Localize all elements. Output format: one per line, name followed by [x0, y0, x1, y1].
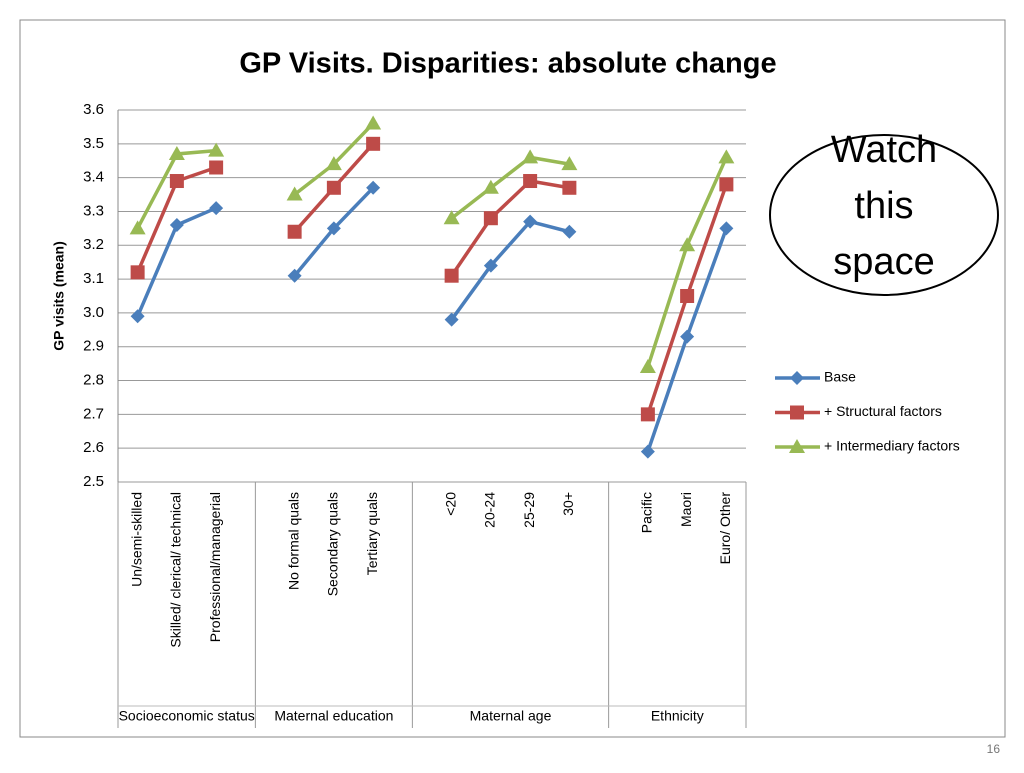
x-tick-label: <20	[442, 492, 458, 516]
marker	[366, 180, 381, 195]
y-tick-label: 3.4	[83, 169, 104, 186]
marker	[718, 149, 735, 164]
marker	[640, 444, 655, 459]
x-tick-label: 20-24	[482, 492, 498, 528]
group-label: Ethnicity	[651, 708, 704, 724]
marker	[680, 289, 695, 303]
marker	[639, 359, 656, 374]
x-tick-label: Pacific	[639, 492, 655, 533]
marker	[522, 149, 539, 164]
marker	[444, 312, 459, 327]
chart-title: GP Visits. Disparities: absolute change	[239, 48, 776, 80]
marker	[286, 186, 303, 201]
marker	[168, 145, 185, 160]
marker	[679, 237, 696, 252]
marker	[209, 201, 224, 216]
marker	[719, 177, 734, 192]
annotation-text: space	[833, 241, 934, 283]
y-tick-label: 2.6	[83, 439, 104, 456]
marker	[129, 220, 146, 235]
y-tick-label: 3.1	[83, 270, 104, 287]
x-tick-label: Secondary quals	[325, 492, 341, 596]
marker	[523, 214, 538, 229]
annotation-text: Watch	[831, 129, 937, 171]
y-tick-label: 3.0	[83, 304, 104, 321]
y-tick-label: 2.9	[83, 338, 104, 355]
legend-label: Base	[824, 369, 856, 385]
x-tick-label: Maori	[678, 492, 694, 527]
marker	[562, 224, 577, 239]
marker	[287, 224, 302, 239]
annotation-ellipse	[769, 134, 999, 296]
marker	[719, 221, 734, 236]
marker	[326, 221, 341, 236]
y-tick-label: 2.8	[83, 372, 104, 389]
marker	[482, 179, 499, 194]
marker	[366, 136, 381, 151]
page-number: 16	[987, 742, 1001, 756]
marker	[680, 329, 695, 344]
y-tick-label: 3.6	[83, 101, 104, 118]
y-tick-label: 3.3	[83, 202, 104, 219]
legend-label: + Intermediary factors	[824, 438, 960, 454]
group-label: Socioeconomic status	[119, 708, 255, 724]
marker	[640, 407, 655, 422]
marker	[209, 160, 224, 175]
x-tick-label: Tertiary quals	[364, 492, 380, 575]
y-tick-label: 3.2	[83, 236, 104, 253]
marker	[483, 211, 498, 226]
marker	[790, 405, 804, 420]
x-tick-label: 25-29	[521, 492, 537, 528]
marker	[562, 180, 577, 195]
marker	[523, 174, 538, 189]
x-tick-label: No formal quals	[285, 492, 301, 590]
marker	[444, 268, 459, 283]
marker	[130, 265, 145, 280]
x-tick-label: 30+	[560, 492, 576, 516]
chart-frame	[19, 19, 1006, 738]
x-tick-label: Euro/ Other	[717, 492, 733, 565]
group-label: Maternal education	[274, 708, 393, 724]
y-tick-label: 3.5	[83, 135, 104, 152]
marker	[790, 371, 804, 385]
annotation-text: this	[854, 185, 913, 227]
y-axis-label: GP visits (mean)	[51, 241, 67, 350]
marker	[287, 268, 302, 283]
marker	[325, 156, 342, 171]
marker	[169, 217, 184, 232]
marker	[169, 174, 184, 189]
x-tick-label: Skilled/ clerical/ technical	[168, 492, 184, 648]
legend-label: + Structural factors	[824, 403, 942, 419]
marker	[130, 309, 145, 324]
marker	[326, 180, 341, 195]
marker	[561, 156, 578, 171]
marker	[208, 142, 225, 157]
marker	[789, 439, 805, 453]
marker	[443, 210, 460, 225]
y-tick-label: 2.5	[83, 473, 104, 490]
marker	[483, 258, 498, 273]
marker	[365, 115, 382, 130]
x-tick-label: Un/semi-skilled	[128, 492, 144, 587]
x-tick-label: Professional/managerial	[207, 492, 223, 642]
y-tick-label: 2.7	[83, 405, 104, 422]
group-label: Maternal age	[470, 708, 552, 724]
